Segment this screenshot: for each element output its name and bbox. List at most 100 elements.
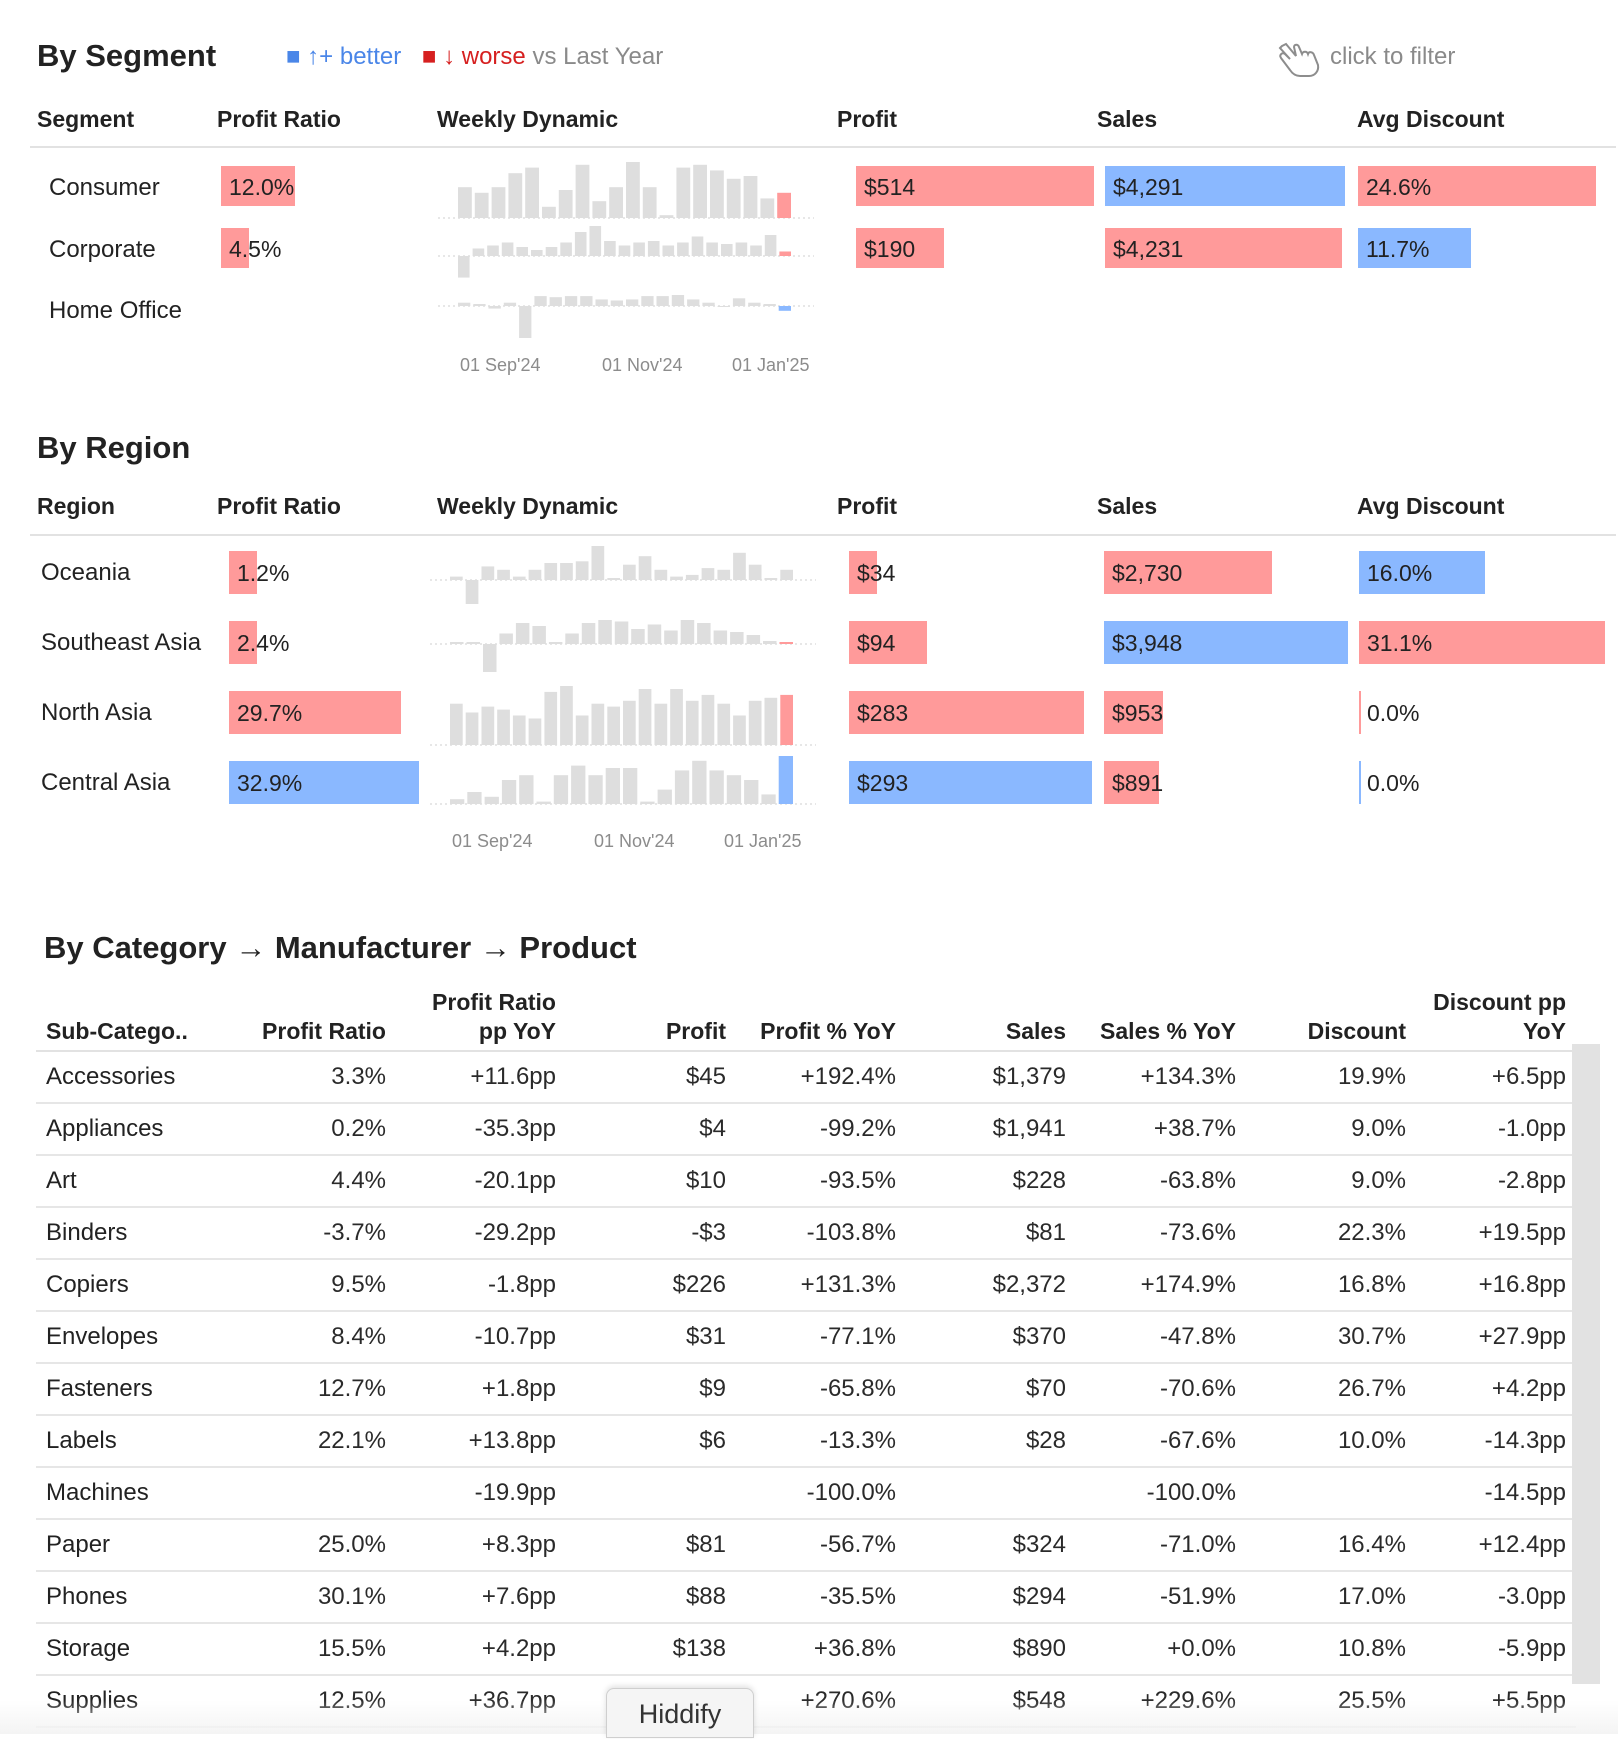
sales-bar[interactable]	[1104, 621, 1348, 664]
category-row[interactable]: Phones 30.1% +7.6pp $88 -35.5% $294 -51.9% 17.0…	[36, 1571, 1576, 1624]
profit-bar[interactable]	[849, 621, 927, 664]
cat-col-discount[interactable]: Discount	[1246, 980, 1416, 1052]
profit-bar[interactable]	[856, 228, 944, 268]
category-row[interactable]: Paper 25.0% +8.3pp $81 -56.7% $324 -71.0% 16.4%…	[36, 1519, 1576, 1572]
avg-discount-bar[interactable]	[1359, 761, 1361, 804]
cell-profit-ratio: -3.7%	[216, 1207, 396, 1260]
cat-col-profit-yoy[interactable]: Profit % YoY	[736, 980, 906, 1052]
sparkline-bar	[528, 569, 542, 580]
sparkline-bar	[780, 569, 793, 580]
cell-profit: -$3	[566, 1207, 736, 1260]
category-row[interactable]: Envelopes 8.4% -10.7pp $31 -77.1% $370 -47.8% 3…	[36, 1311, 1576, 1364]
category-row[interactable]: Copiers 9.5% -1.8pp $226 +131.3% $2,372 +174.9…	[36, 1259, 1576, 1312]
sparkline-bar	[614, 621, 629, 644]
segment-row-label[interactable]: Corporate	[49, 236, 156, 263]
segment-col-weekly-dynamic: Weekly Dynamic	[437, 106, 619, 132]
cat-col-profit[interactable]: Profit	[566, 980, 736, 1052]
cell-sales: $1,941	[906, 1103, 1076, 1156]
cell-profit-ratio-yoy: +1.8pp	[396, 1363, 566, 1416]
sparkline-bar	[609, 187, 623, 218]
profit-bar[interactable]	[849, 761, 1092, 804]
cell-profit: $45	[566, 1051, 736, 1104]
avg-discount-bar[interactable]	[1359, 691, 1361, 734]
profit-bar[interactable]	[849, 551, 877, 594]
cat-col-sales[interactable]: Sales	[906, 980, 1076, 1052]
sales-bar[interactable]	[1105, 166, 1345, 206]
category-row[interactable]: Art 4.4% -20.1pp $10 -93.5% $228 -63.8% 9.0% -2.…	[36, 1155, 1576, 1208]
cat-col-profit-ratio-yoy[interactable]: Profit Ratio pp YoY	[396, 980, 566, 1052]
cell-sales: $70	[906, 1363, 1076, 1416]
sparkline-bar	[503, 302, 517, 306]
region-row-label[interactable]: North Asia	[41, 699, 152, 726]
region-row-label[interactable]: Southeast Asia	[41, 629, 202, 656]
sparkline-bar	[508, 173, 523, 218]
sparkline-bar	[598, 620, 612, 644]
region-row-label[interactable]: Central Asia	[41, 769, 171, 796]
sparkline-bar	[748, 700, 762, 746]
sparkline-bar	[657, 789, 672, 804]
avg-discount-bar[interactable]	[1358, 228, 1471, 268]
profit-ratio-bar[interactable]	[229, 761, 419, 804]
sales-bar[interactable]	[1104, 761, 1159, 804]
cell-subcategory: Storage	[36, 1623, 216, 1676]
sales-bar[interactable]	[1104, 691, 1163, 734]
avg-discount-bar[interactable]	[1359, 551, 1485, 594]
cell-profit-ratio-yoy: -19.9pp	[396, 1467, 566, 1520]
sparkline-bar	[642, 187, 657, 218]
cell-profit: $9	[566, 1363, 736, 1416]
category-row[interactable]: Fasteners 12.7% +1.8pp $9 -65.8% $70 -70.6% 26.…	[36, 1363, 1576, 1416]
hiddify-tab[interactable]: Hiddify	[606, 1688, 754, 1738]
sparkline-bar	[564, 296, 578, 306]
segment-row-label[interactable]: Home Office	[49, 297, 182, 324]
profit-ratio-value: 2.4%	[237, 630, 290, 656]
profit-value: $283	[857, 700, 909, 726]
category-row[interactable]: Labels 22.1% +13.8pp $6 -13.3% $28 -67.6% 10.0%…	[36, 1415, 1576, 1468]
avg-discount-bar[interactable]	[1358, 166, 1596, 206]
sales-bar[interactable]	[1104, 551, 1272, 594]
category-scrollbar[interactable]	[1572, 1044, 1600, 1684]
profit-ratio-bar[interactable]	[221, 166, 295, 206]
profit-bar[interactable]	[856, 166, 1094, 206]
profit-ratio-bar[interactable]	[221, 228, 249, 268]
sparkline-bar	[701, 568, 715, 580]
cell-discount-yoy: +27.9pp	[1416, 1311, 1576, 1364]
cat-col-profit-ratio[interactable]: Profit Ratio	[216, 980, 396, 1052]
cell-discount-yoy: +16.8pp	[1416, 1259, 1576, 1312]
sparkline-bar	[473, 304, 486, 306]
cell-sales-yoy: +0.0%	[1076, 1623, 1246, 1676]
profit-ratio-bar[interactable]	[229, 691, 401, 734]
category-section-title: By Category → Manufacturer → Product	[44, 930, 637, 965]
sparkline-bar	[575, 561, 589, 580]
profit-ratio-bar[interactable]	[229, 551, 257, 594]
category-row[interactable]: Appliances 0.2% -35.3pp $4 -99.2% $1,941 +38.7…	[36, 1103, 1576, 1156]
avg-discount-value: 0.0%	[1367, 770, 1420, 796]
cell-subcategory: Machines	[36, 1467, 216, 1520]
sparkline-bar	[545, 247, 558, 256]
sparkline-bar	[664, 630, 678, 644]
sales-bar[interactable]	[1105, 228, 1342, 268]
cell-discount-yoy: -2.8pp	[1416, 1155, 1576, 1208]
cat-col-subcategory[interactable]: Sub-Catego..	[36, 980, 216, 1052]
profit-ratio-bar[interactable]	[229, 621, 257, 664]
category-row[interactable]: Storage 15.5% +4.2pp $138 +36.8% $890 +0.0% 10.…	[36, 1623, 1576, 1676]
sparkline-bar	[575, 715, 589, 745]
cell-profit-yoy: -103.8%	[736, 1207, 906, 1260]
sparkline-bar	[588, 775, 603, 804]
cell-profit-ratio-yoy: +8.3pp	[396, 1519, 566, 1572]
category-row[interactable]: Machines -19.9pp -100.0% -100.0% -14.5pp	[36, 1467, 1576, 1520]
cell-discount-yoy: +19.5pp	[1416, 1207, 1576, 1260]
category-row[interactable]: Accessories 3.3% +11.6pp $45 +192.4% $1,379 +1…	[36, 1051, 1576, 1104]
avg-discount-bar[interactable]	[1359, 621, 1605, 664]
category-row[interactable]: Binders -3.7% -29.2pp -$3 -103.8% $81 -73.6% 22…	[36, 1207, 1576, 1260]
region-col-sales: Sales	[1097, 493, 1158, 519]
cell-discount: 9.0%	[1246, 1155, 1416, 1208]
region-row-label[interactable]: Oceania	[41, 559, 131, 586]
sparkline-bar	[691, 236, 704, 256]
cell-discount: 26.7%	[1246, 1363, 1416, 1416]
profit-value: $293	[857, 770, 909, 796]
sparkline-bar	[580, 296, 593, 306]
profit-bar[interactable]	[849, 691, 1084, 734]
cat-col-sales-yoy[interactable]: Sales % YoY	[1076, 980, 1246, 1052]
segment-row-label[interactable]: Consumer	[49, 174, 160, 201]
cat-col-discount-yoy[interactable]: Discount pp YoY	[1416, 980, 1576, 1052]
